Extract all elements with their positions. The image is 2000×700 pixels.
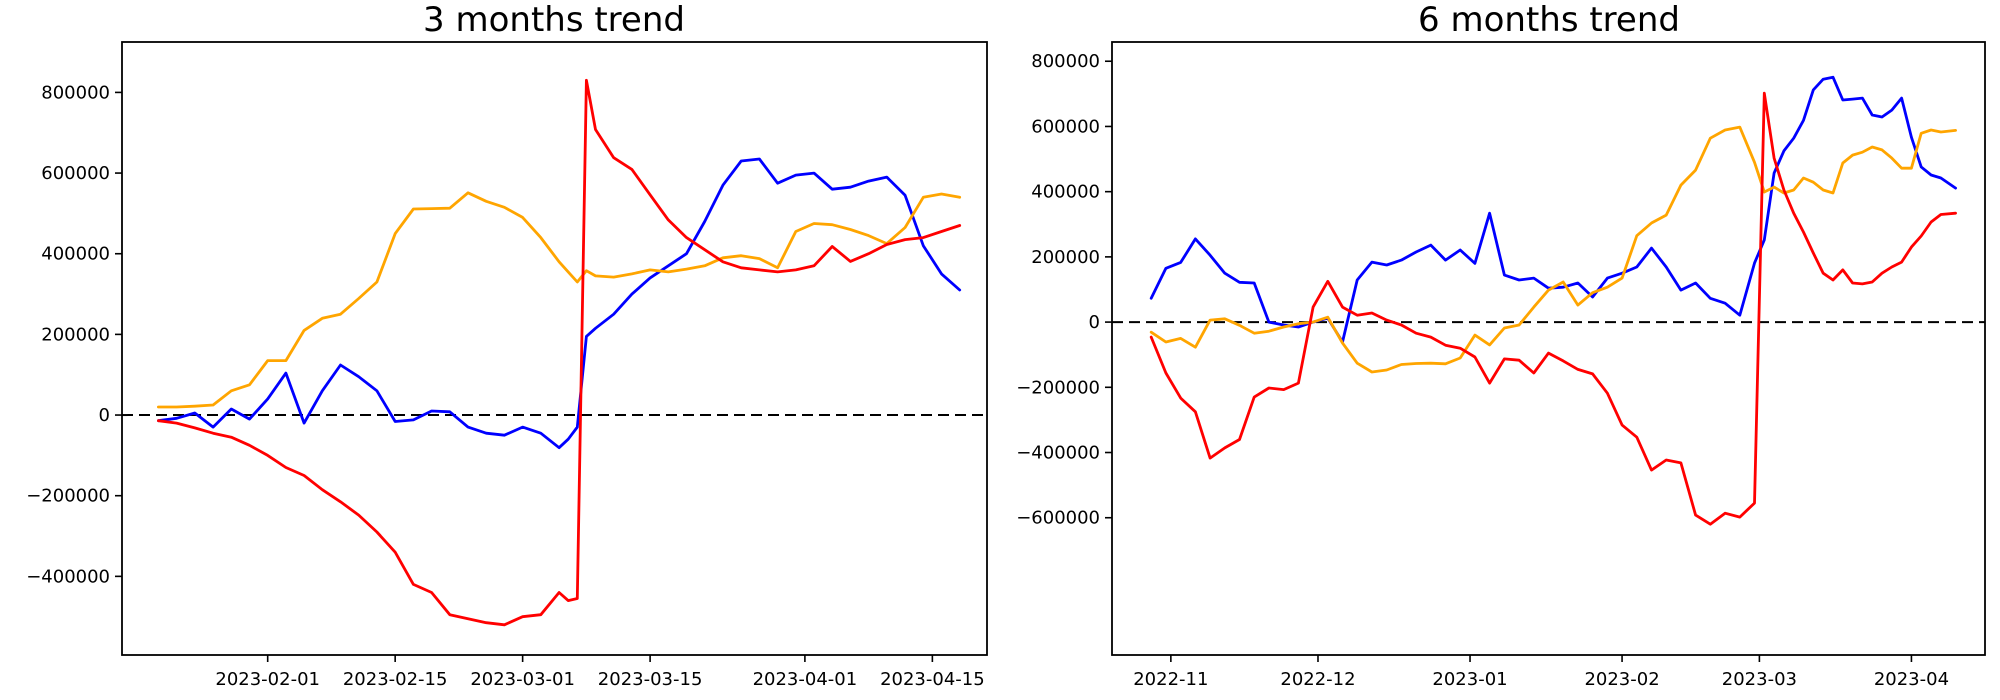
x-tick-label: 2023-04-15 — [880, 669, 985, 690]
y-tick-label: −600000 — [1016, 508, 1100, 529]
x-tick-label: 2023-03 — [1722, 669, 1797, 690]
x-tick-label: 2023-02-15 — [343, 669, 448, 690]
series-line-orange — [1149, 125, 1957, 374]
y-tick-label: 200000 — [1031, 247, 1100, 268]
y-tick-label: 0 — [1089, 312, 1100, 333]
y-tick-label: 800000 — [41, 82, 110, 103]
x-tick-label: 2022-11 — [1133, 669, 1208, 690]
y-tick-label: −200000 — [26, 486, 110, 507]
y-tick-label: 0 — [99, 405, 110, 426]
x-tick-label: 2023-04 — [1874, 669, 1949, 690]
y-tick-label: −400000 — [26, 566, 110, 587]
series-line-blue — [156, 157, 962, 450]
series-line-red — [1149, 91, 1957, 526]
y-tick-label: 800000 — [1031, 51, 1100, 72]
x-tick-label: 2023-04-01 — [753, 669, 858, 690]
x-tick-label: 2023-02 — [1584, 669, 1659, 690]
x-tick-label: 2023-03-01 — [470, 669, 575, 690]
plot-border — [1111, 41, 1986, 656]
plot-border — [121, 41, 988, 656]
y-tick-label: −200000 — [1016, 377, 1100, 398]
x-tick-label: 2023-02-01 — [215, 669, 320, 690]
right-chart: 800000 600000 400000 200000 0 −200000 −400000 −… — [1016, 41, 1986, 690]
left-chart: 800000 600000 400000 200000 0 −200000 −400000 2… — [26, 41, 988, 690]
left-chart-title: 3 months trend — [423, 0, 685, 40]
series-line-red — [156, 78, 962, 627]
series-line-blue — [1149, 75, 1957, 344]
x-tick-label: 2023-03-15 — [598, 669, 703, 690]
x-tick-label: 2023-01 — [1432, 669, 1507, 690]
x-tick-label: 2022-12 — [1280, 669, 1355, 690]
series-line-orange — [156, 191, 962, 409]
y-tick-label: 600000 — [1031, 116, 1100, 137]
y-tick-label: −400000 — [1016, 443, 1100, 464]
y-tick-label: 600000 — [41, 163, 110, 184]
y-tick-label: 400000 — [41, 244, 110, 265]
y-tick-label: 400000 — [1031, 182, 1100, 203]
right-chart-title: 6 months trend — [1418, 0, 1680, 40]
y-tick-label: 200000 — [41, 324, 110, 345]
